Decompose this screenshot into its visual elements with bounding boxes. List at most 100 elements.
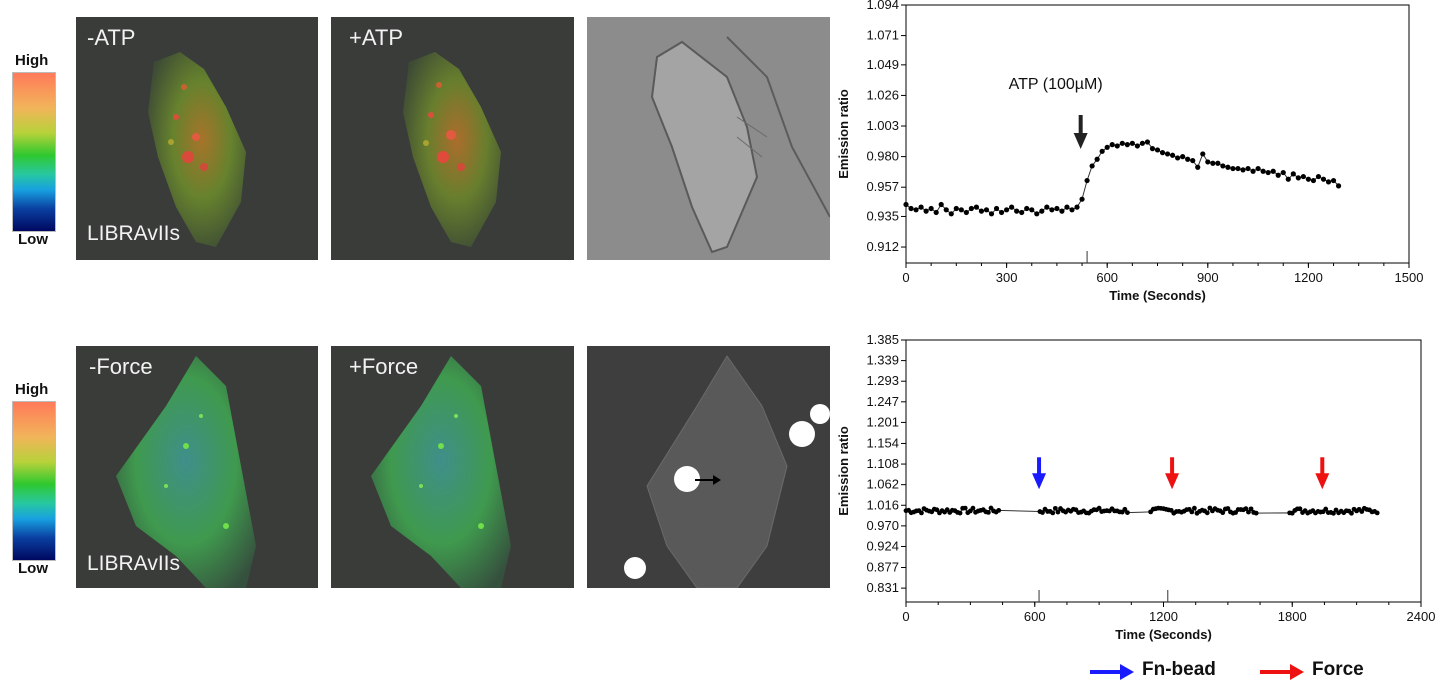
cell-image-minus-atp: -ATP LIBRAvIIs [76, 17, 318, 260]
data-point [986, 510, 991, 515]
data-point [1280, 169, 1286, 176]
data-point [1034, 211, 1040, 217]
data-point [1190, 157, 1196, 164]
data-point [1069, 207, 1075, 213]
legend-fn-bead-label: Fn-bead [1142, 659, 1216, 680]
data-point [962, 505, 968, 511]
y-axis-label: Emission ratio [836, 89, 851, 179]
data-point [1295, 175, 1301, 181]
colorbar-high-label-bottom: High [15, 381, 49, 398]
data-point [963, 209, 969, 216]
annotation-arrow-head [1073, 133, 1088, 149]
colorbar-high-label: High [15, 52, 49, 69]
data-point [933, 209, 939, 216]
data-point [1096, 505, 1102, 511]
x-tick-label: 0 [902, 270, 909, 285]
plot-frame [905, 339, 1422, 603]
data-point [1374, 510, 1380, 516]
y-tick-label: 1.154 [866, 435, 899, 450]
colorbar-low-label: Low [18, 231, 48, 248]
data-point [1253, 510, 1259, 516]
probe-label-top: LIBRAvIIs [87, 222, 180, 245]
data-point [1175, 155, 1181, 161]
data-point [1029, 207, 1035, 213]
data-point [908, 205, 914, 212]
data-point [1189, 509, 1195, 515]
data-point [953, 205, 959, 212]
data-point [1094, 156, 1100, 162]
y-tick-label: 0.877 [866, 560, 899, 575]
data-point [1159, 150, 1166, 156]
probe-label-bottom: LIBRAvIIs [87, 552, 180, 575]
data-point [1144, 139, 1151, 145]
x-tick-label: 600 [1024, 609, 1046, 624]
chart-atp-response: 0.912 0.935 0.957 0.980 1.003 1.026 1.049 1.071… [836, 0, 1423, 303]
y-tick-label: 1.026 [866, 87, 899, 102]
data-point [1099, 148, 1105, 154]
data-point [1164, 151, 1171, 157]
cell-image-plus-atp: +ATP [331, 17, 574, 260]
red-event-arrow-head [1315, 473, 1330, 490]
x-tick-label: 1200 [1149, 609, 1178, 624]
colorbar-low-label-bottom: Low [18, 560, 48, 577]
y-tick-label: 0.980 [866, 149, 899, 164]
data-point [1220, 163, 1226, 169]
data-point [1104, 144, 1110, 150]
y-axis-label: Emission ratio [836, 426, 851, 516]
y-tick-label: 1.071 [866, 28, 899, 43]
data-point [1024, 205, 1030, 212]
data-point [1055, 509, 1061, 515]
red-event-arrow-head [1165, 473, 1180, 490]
data-point [996, 507, 1002, 513]
data-point [1089, 163, 1095, 169]
data-point [1192, 505, 1197, 511]
data-point [1125, 510, 1130, 516]
data-point [1335, 183, 1342, 189]
data-point [1064, 204, 1070, 210]
data-point [1275, 172, 1281, 178]
data-point [1230, 165, 1236, 172]
data-point [943, 207, 949, 213]
data-point [1297, 506, 1303, 512]
data-point [948, 211, 954, 217]
y-tick-label: 0.970 [866, 518, 899, 533]
data-point [1320, 176, 1327, 182]
y-tick-label: 1.247 [866, 394, 899, 409]
legend-force-label: Force [1312, 659, 1364, 680]
colorbar-gradient [12, 72, 56, 232]
data-point [923, 208, 929, 214]
data-point [938, 201, 944, 208]
x-tick-label: 900 [1197, 270, 1219, 285]
data-point [1260, 168, 1266, 174]
data-point [1114, 143, 1120, 149]
data-point [1246, 509, 1251, 515]
data-point [928, 205, 934, 212]
data-point [1220, 510, 1226, 516]
x-axis-label: Time (Seconds) [1115, 627, 1212, 642]
y-tick-label: 1.003 [866, 118, 899, 133]
data-point [1074, 204, 1080, 210]
data-point [1109, 142, 1115, 148]
cell-image-minus-force: -Force LIBRAvIIs [76, 346, 318, 588]
data-point [1139, 140, 1146, 146]
data-point [1084, 177, 1090, 184]
colorbar-gradient-bottom [12, 401, 56, 561]
data-point [978, 208, 985, 214]
data-point [1004, 207, 1010, 213]
data-point [1325, 179, 1332, 185]
data-point [1019, 209, 1025, 216]
data-point [988, 211, 995, 217]
data-point [1059, 208, 1065, 214]
data-point [1215, 160, 1221, 166]
data-point [1195, 164, 1201, 170]
data-point [1235, 165, 1241, 172]
data-point [1210, 160, 1216, 166]
data-point [1129, 140, 1135, 146]
blue-event-arrow-head [1032, 473, 1047, 490]
data-point [957, 510, 963, 516]
y-tick-label: 1.016 [866, 497, 899, 512]
data-point [1009, 204, 1015, 210]
x-tick-label: 600 [1096, 270, 1118, 285]
cell-image-plus-force: +Force [331, 346, 574, 588]
data-point [1040, 510, 1045, 515]
